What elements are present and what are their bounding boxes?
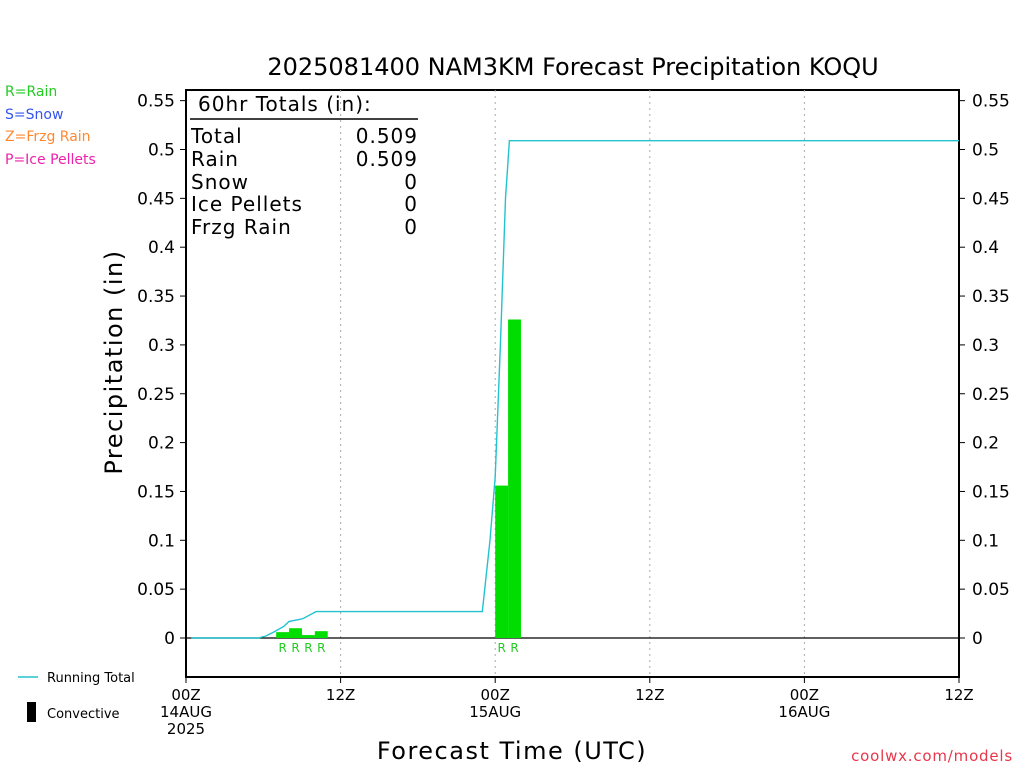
bar-type-label-1: R [291, 641, 299, 655]
legend-frzg-rain: Z=Frzg Rain [5, 129, 91, 145]
y-tick-label-right-4: 0.35 [972, 287, 1010, 307]
plot-area [185, 89, 960, 678]
y-tick-label-right-3: 0.4 [972, 238, 999, 258]
precip-bar-2 [301, 635, 315, 638]
totals-frzg-rain-value: 0 [404, 215, 418, 239]
totals-heading: 60hr Totals (in): [198, 92, 372, 116]
running-total-legend-label: Running Total [47, 671, 135, 686]
legend-snow: S=Snow [5, 107, 63, 123]
x-tick-label-0-1: 14AUG [160, 703, 212, 721]
totals-snow-label: Snow [191, 170, 249, 194]
totals-snow-value: 0 [404, 170, 418, 194]
legend-ice-pellets: P=Ice Pellets [5, 152, 96, 168]
bar-type-label-5: R [510, 641, 518, 655]
totals-rain-label: Rain [191, 147, 239, 171]
precip-bar-0 [276, 632, 290, 638]
y-tick-label-right-0: 0.55 [972, 92, 1010, 112]
totals-ice-pellets-value: 0 [404, 192, 418, 216]
y-tick-label-left-11: 0 [164, 629, 175, 649]
precip-bar-5 [508, 319, 521, 638]
x-tick-label-4-1: 16AUG [778, 703, 830, 721]
x-tick-label-2-1: 15AUG [469, 703, 521, 721]
y-tick-label-right-11: 0 [972, 629, 983, 649]
bar-type-label-3: R [317, 641, 325, 655]
precip-bar-4 [495, 485, 509, 638]
running-total-polyline [191, 139, 959, 639]
precip-bars [276, 319, 521, 638]
y-tick-label-left-10: 0.05 [137, 580, 175, 600]
precip-type-legend: R=Rain S=Snow Z=Frzg Rain P=Ice Pellets [5, 84, 96, 168]
y-tick-label-left-0: 0.55 [137, 92, 175, 112]
y-tick-label-right-7: 0.2 [972, 434, 999, 454]
bar-type-label-0: R [278, 641, 286, 655]
convective-legend-label: Convective [47, 707, 120, 722]
bar-type-label-4: R [497, 641, 505, 655]
convective-swatch [27, 702, 36, 722]
bottom-legend: Running Total Convective [18, 671, 135, 722]
totals-total-label: Total [190, 124, 243, 148]
running-total-line [191, 139, 959, 639]
x-tick-label-1-0: 12Z [326, 686, 355, 704]
x-tick-label-2-0: 00Z [481, 686, 510, 704]
totals-total-value: 0.509 [356, 124, 418, 148]
bar-type-label-2: R [304, 641, 312, 655]
totals-rain-value: 0.509 [356, 147, 418, 171]
y-tick-label-left-4: 0.35 [137, 287, 175, 307]
totals-frzg-rain-label: Frzg Rain [191, 215, 292, 239]
chart-title: 2025081400 NAM3KM Forecast Precipitation… [267, 53, 878, 81]
totals-box: 60hr Totals (in): Total 0.509 Rain 0.509… [190, 92, 418, 239]
precip-bar-1 [289, 628, 302, 638]
x-tick-label-5-0: 12Z [944, 686, 973, 704]
y-axis-label: Precipitation (in) [100, 249, 128, 474]
y-tick-label-left-1: 0.5 [148, 141, 175, 161]
legend-rain: R=Rain [5, 84, 57, 100]
x-axis-label: Forecast Time (UTC) [377, 737, 647, 765]
y-tick-label-right-1: 0.5 [972, 141, 999, 161]
y-tick-label-left-7: 0.2 [148, 434, 175, 454]
grid-lines [340, 90, 805, 677]
y-tick-label-right-9: 0.1 [972, 531, 999, 551]
x-tick-label-4-0: 00Z [790, 686, 819, 704]
y-tick-label-left-3: 0.4 [148, 238, 175, 258]
y-tick-label-right-6: 0.25 [972, 385, 1010, 405]
y-tick-label-left-2: 0.45 [137, 189, 175, 209]
totals-ice-pellets-label: Ice Pellets [191, 192, 303, 216]
x-tick-label-0-0: 00Z [171, 686, 200, 704]
y-tick-label-left-9: 0.1 [148, 531, 175, 551]
credit-text: coolwx.com/models [851, 747, 1013, 765]
x-tick-label-3-0: 12Z [635, 686, 664, 704]
y-tick-label-right-5: 0.3 [972, 336, 999, 356]
x-tick-label-0-2: 2025 [167, 720, 205, 738]
y-tick-label-right-2: 0.45 [972, 189, 1010, 209]
precip-bar-3 [314, 631, 328, 638]
y-axis-ticks: 0.55 0.55 0.5 0.5 0.45 0.45 0.4 0.4 0.35 0.35 0.3 0… [137, 92, 1010, 649]
y-tick-label-right-8: 0.15 [972, 482, 1010, 502]
y-tick-label-left-6: 0.25 [137, 385, 175, 405]
y-tick-label-left-8: 0.15 [137, 482, 175, 502]
y-tick-label-right-10: 0.05 [972, 580, 1010, 600]
y-tick-label-left-5: 0.3 [148, 336, 175, 356]
